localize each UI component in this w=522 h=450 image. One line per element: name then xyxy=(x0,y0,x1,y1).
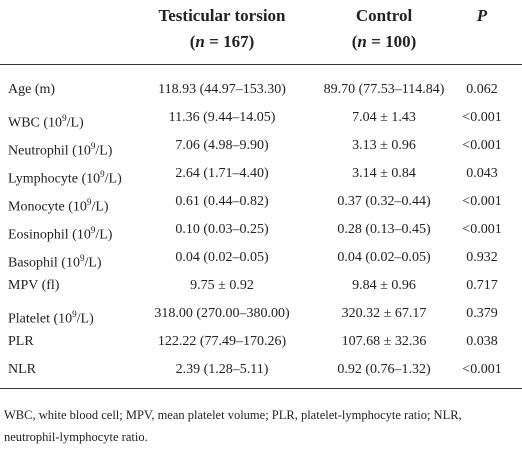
cell-testicular: 318.00 (270.00–380.00) xyxy=(154,306,290,321)
row-label: NLR xyxy=(8,361,36,379)
column-subheader: (n = 167) xyxy=(190,32,255,52)
cell-control: 320.32 ± 67.17 xyxy=(341,306,427,321)
label-part: PLR xyxy=(8,334,34,349)
label-part: /L) xyxy=(91,199,109,215)
column-header: P xyxy=(476,6,488,25)
label-part: /L) xyxy=(84,255,102,271)
cell-p: 0.038 xyxy=(466,334,498,349)
cell-p: 0.717 xyxy=(466,278,498,293)
label-part: 9 xyxy=(100,169,105,179)
cell-testicular: 122.22 (77.49–170.26) xyxy=(157,334,287,349)
cell-p: <0.001 xyxy=(462,362,502,377)
label-part: /L) xyxy=(95,227,113,243)
cell-control: 0.28 (0.13–0.45) xyxy=(337,222,431,237)
row-label: Monocyte (109/L) xyxy=(8,193,109,217)
label-part: MPV (fl) xyxy=(8,278,60,293)
cell-control: 0.92 (0.76–1.32) xyxy=(337,362,431,377)
subheader-part: = 100) xyxy=(366,32,417,51)
column-header: Testicular torsion xyxy=(158,6,286,25)
row-label: Lymphocyte (109/L) xyxy=(8,165,122,189)
cell-testicular: 2.64 (1.71–4.40) xyxy=(175,166,269,181)
cell-control: 3.14 ± 0.84 xyxy=(352,166,416,181)
cell-testicular: 0.61 (0.44–0.82) xyxy=(175,194,269,209)
label-part: /L) xyxy=(66,115,84,131)
label-part: 9 xyxy=(86,197,92,207)
header-rule xyxy=(0,64,522,65)
cell-control: 107.68 ± 32.36 xyxy=(341,334,427,349)
subheader-part: ( xyxy=(351,32,358,51)
label-part: 9 xyxy=(62,113,67,123)
cell-testicular: 118.93 (44.97–153.30) xyxy=(158,82,286,97)
footnote: WBC, white blood cell; MPV, mean platele… xyxy=(4,408,462,444)
label-part: Platelet (10 xyxy=(8,311,73,327)
cell-p: 0.379 xyxy=(466,306,498,321)
label-part: 9 xyxy=(72,309,77,319)
subheader-part: ( xyxy=(189,32,196,51)
row-label: Platelet (109/L) xyxy=(8,305,94,329)
cell-testicular: 11.36 (9.44–14.05) xyxy=(168,110,276,125)
label-part: Lymphocyte (10 xyxy=(8,171,101,187)
cell-p: <0.001 xyxy=(462,222,502,237)
cell-p: 0.062 xyxy=(466,82,498,97)
cell-testicular: 9.75 ± 0.92 xyxy=(190,278,254,293)
cell-p: <0.001 xyxy=(462,110,502,125)
label-part: Neutrophil (10 xyxy=(8,143,91,159)
row-label: Basophil (109/L) xyxy=(8,249,102,273)
cell-control: 3.13 ± 0.96 xyxy=(352,138,416,153)
row-label: Age (m) xyxy=(8,81,55,99)
cell-testicular: 2.39 (1.28–5.11) xyxy=(175,362,269,377)
label-part: Monocyte (10 xyxy=(8,199,87,215)
label-part: Eosinophil (10 xyxy=(8,227,91,243)
row-label: Neutrophil (109/L) xyxy=(8,137,112,161)
label-part: /L) xyxy=(95,143,113,159)
row-label: WBC (109/L) xyxy=(8,109,84,133)
cell-testicular: 7.06 (4.98–9.90) xyxy=(175,138,269,153)
bottom-rule xyxy=(0,388,522,389)
column-subheader: (n = 100) xyxy=(352,32,417,52)
row-label: MPV (fl) xyxy=(8,277,59,295)
cell-p: 0.043 xyxy=(466,166,498,181)
cell-control: 0.37 (0.32–0.44) xyxy=(337,194,431,209)
cell-p: 0.932 xyxy=(466,250,498,265)
label-part: /L) xyxy=(104,171,122,187)
label-part: 9 xyxy=(90,141,96,151)
row-label: PLR xyxy=(8,333,34,351)
column-header: Control xyxy=(355,6,413,25)
cell-control: 89.70 (77.53–114.84) xyxy=(323,82,445,97)
cell-p: <0.001 xyxy=(462,194,502,209)
row-label: Eosinophil (109/L) xyxy=(8,221,112,245)
cell-testicular: 0.10 (0.03–0.25) xyxy=(175,222,269,237)
label-part: Age (m) xyxy=(8,82,56,97)
label-part: /L) xyxy=(76,311,94,327)
label-part: WBC (10 xyxy=(8,115,63,131)
cell-control: 9.84 ± 0.96 xyxy=(352,278,416,293)
label-part: 9 xyxy=(90,225,96,235)
cell-control: 7.04 ± 1.43 xyxy=(352,110,416,125)
label-part: Basophil (10 xyxy=(8,255,80,271)
cell-control: 0.04 (0.02–0.05) xyxy=(337,250,431,265)
label-part: NLR xyxy=(8,362,36,377)
subheader-part: n xyxy=(195,32,205,51)
label-part: 9 xyxy=(79,253,85,263)
subheader-part: n xyxy=(357,32,367,51)
cell-testicular: 0.04 (0.02–0.05) xyxy=(175,250,269,265)
cell-p: <0.001 xyxy=(462,138,502,153)
subheader-part: = 167) xyxy=(204,32,255,51)
